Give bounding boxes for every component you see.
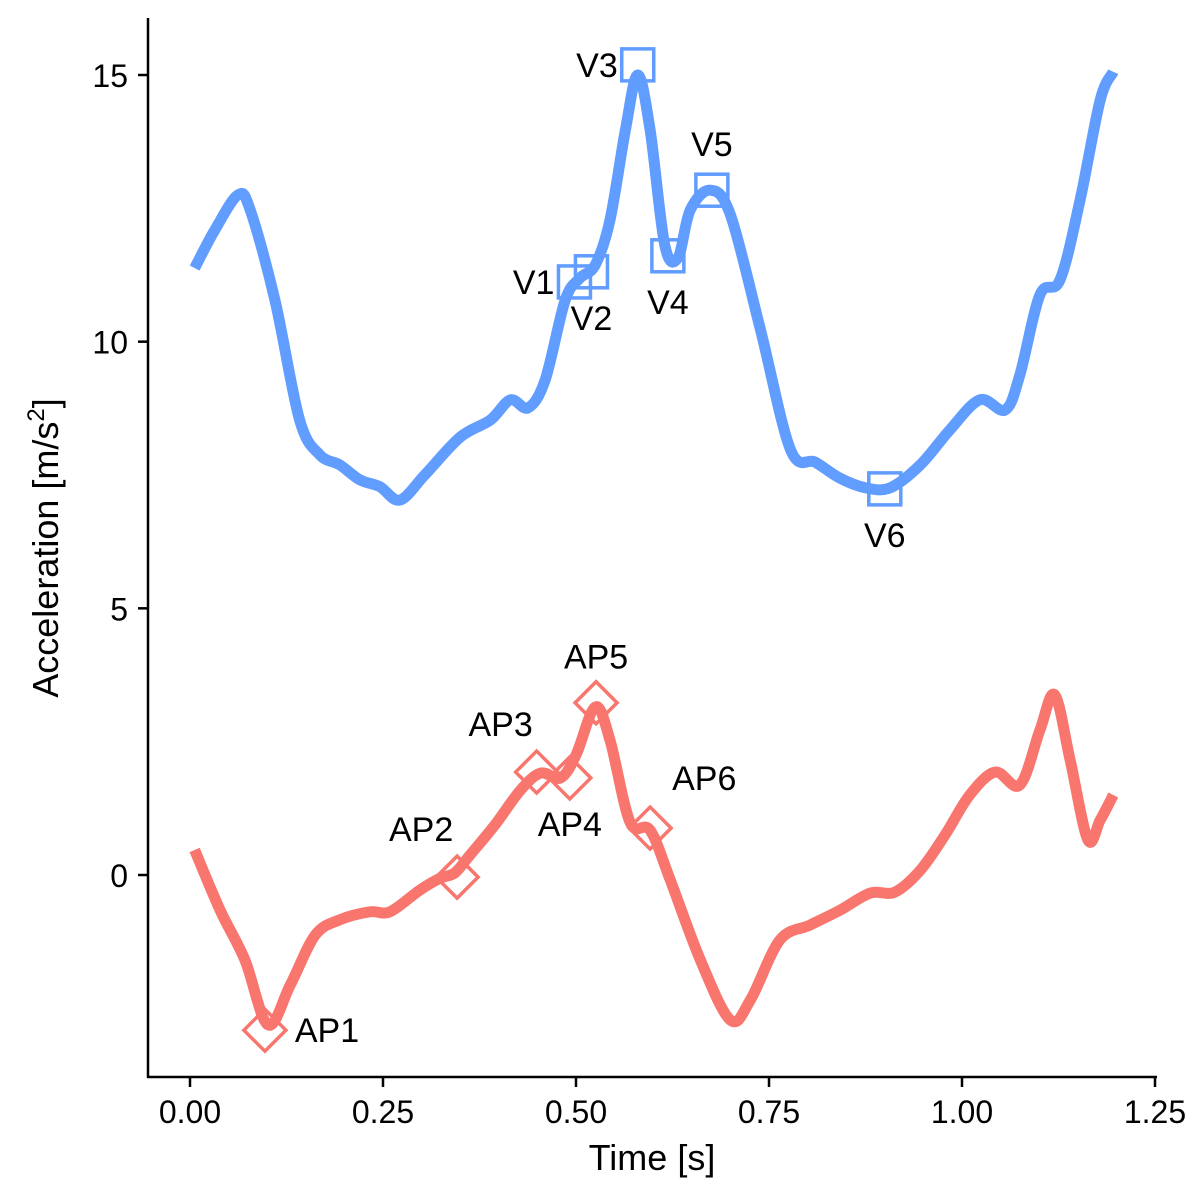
point-label-ap1: AP1: [295, 1012, 359, 1050]
point-label-v5: V5: [691, 126, 733, 164]
x-tick-label: 0.00: [159, 1094, 221, 1130]
marker-ap2: [433, 853, 481, 901]
y-axis-title: Acceleration [m/s2]: [23, 398, 66, 697]
x-tick-label: 0.50: [545, 1094, 607, 1130]
y-tick-label: 0: [110, 858, 128, 894]
y-axis-title-superscript: 2: [23, 408, 50, 421]
y-axis-title-main: Acceleration [m/s: [25, 422, 66, 698]
point-label-v4: V4: [647, 284, 689, 322]
marker-v3: [620, 47, 656, 83]
y-tick-label: 10: [92, 325, 128, 361]
marker-ap4: [546, 754, 594, 802]
marker-v2: [573, 254, 610, 290]
x-tick-label: 0.25: [352, 1094, 414, 1130]
point-label-v1: V1: [513, 264, 555, 302]
x-tick-label: 0.75: [738, 1094, 800, 1130]
marker-v5: [694, 172, 730, 208]
point-label-v6: V6: [864, 517, 906, 555]
axis-layer: 0.00 0.25 0.50 0.75 1.00 1.25 0 5 10 15: [92, 58, 1186, 1130]
x-tick-label: 1.00: [931, 1094, 993, 1130]
point-label-ap4: AP4: [538, 806, 602, 844]
x-axis-title: Time [s]: [589, 1137, 716, 1178]
point-label-v2: V2: [571, 300, 613, 338]
series-line-ap: [189, 688, 1119, 1031]
series-layer: [189, 69, 1119, 1031]
marker-v4: [650, 238, 686, 274]
marker-ap6: [626, 804, 674, 852]
x-tick-label: 1.25: [1124, 1094, 1186, 1130]
marker-ap3: [513, 748, 561, 796]
marker-ap1: [241, 1006, 289, 1054]
point-label-ap3: AP3: [468, 706, 532, 744]
marker-v6: [867, 471, 903, 507]
y-tick-label: 15: [92, 58, 128, 94]
point-label-ap2: AP2: [389, 811, 453, 849]
point-label-ap6: AP6: [672, 760, 736, 798]
point-label-v3: V3: [576, 47, 618, 85]
marker-layer: V1 V2 V3 V4 V5 V6 AP1 AP2 AP3 AP4 AP5 AP6: [241, 47, 906, 1054]
point-label-ap5: AP5: [564, 639, 628, 677]
marker-ap5: [572, 679, 620, 727]
y-axis-title-suffix: ]: [25, 398, 66, 408]
y-tick-label: 5: [110, 591, 128, 627]
